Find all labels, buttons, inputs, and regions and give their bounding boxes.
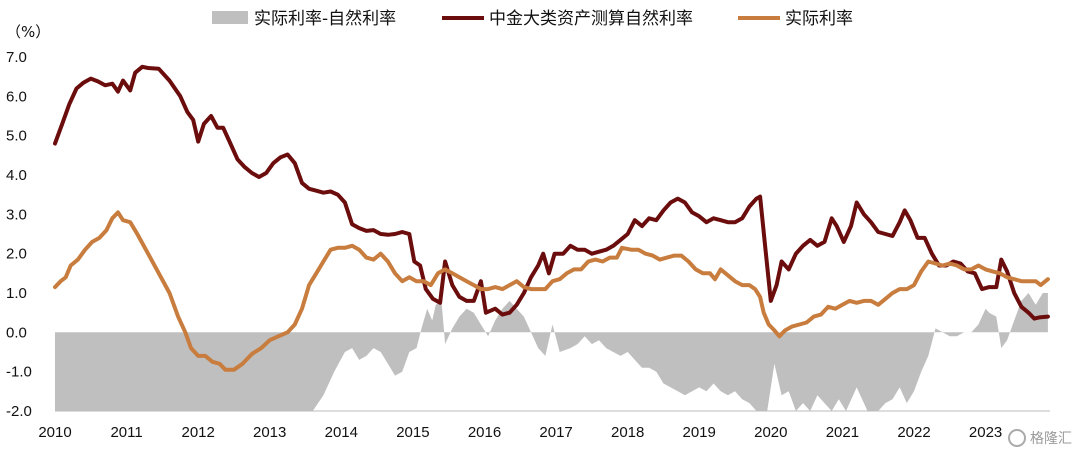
legend: 实际利率-自然利率 中金大类资产测算自然利率 实际利率 [212,9,853,29]
y-tick-label: 2.0 [6,246,27,263]
legend-item-gap: 实际利率-自然利率 [212,9,396,29]
y-tick-label: 7.0 [6,49,27,66]
y-tick-label: 1.0 [6,285,27,302]
x-tick-label: 2021 [826,424,859,441]
y-tick-label: 4.0 [6,167,27,184]
legend-item-real-rate: 实际利率 [738,9,853,29]
series-area-gap [55,293,1048,411]
x-tick-label: 2019 [683,424,716,441]
y-tick-label: 3.0 [6,206,27,223]
x-tick-label: 2010 [38,424,71,441]
x-tick-label: 2015 [396,424,429,441]
watermark-text: 格隆汇 [1030,431,1072,447]
series-line-natural-rate [53,64,1050,321]
legend-swatch-gap [212,11,248,24]
legend-item-natural-rate: 中金大类资产测算自然利率 [442,9,693,29]
legend-label-natural-rate: 中金大类资产测算自然利率 [489,9,693,29]
y-tick-label: -2.0 [6,403,32,420]
line-layer [53,64,1050,372]
x-tick-label: 2017 [539,424,572,441]
x-tick-label: 2016 [468,424,501,441]
x-tick-label: 2022 [897,424,930,441]
x-axis: 2010 2011 2012 2013 2014 2015 2016 2017 2018 2019… [38,410,1050,441]
y-tick-label: 0.0 [6,324,27,341]
x-tick-label: 2014 [325,424,358,441]
watermark: 格隆汇 [1008,429,1072,447]
x-tick-label: 2020 [754,424,787,441]
area-layer [55,293,1048,411]
x-tick-label: 2013 [253,424,286,441]
series-line-real-rate [53,210,1050,372]
y-tick-label: 5.0 [6,128,27,145]
x-tick-label: 2018 [611,424,644,441]
legend-label-gap: 实际利率-自然利率 [254,9,396,29]
y-tick-label: -1.0 [6,364,32,381]
y-tick-label: 6.0 [6,88,27,105]
x-tick-label: 2011 [110,424,142,441]
y-axis: -2.0 -1.0 0.0 1.0 2.0 3.0 4.0 5.0 6.0 7.0 [6,49,32,420]
x-tick-label: 2023 [969,424,1002,441]
legend-label-real-rate: 实际利率 [785,9,853,29]
watermark-logo-icon [1008,429,1026,447]
x-tick-label: 2012 [182,424,215,441]
y-axis-unit: （%） [6,23,50,41]
